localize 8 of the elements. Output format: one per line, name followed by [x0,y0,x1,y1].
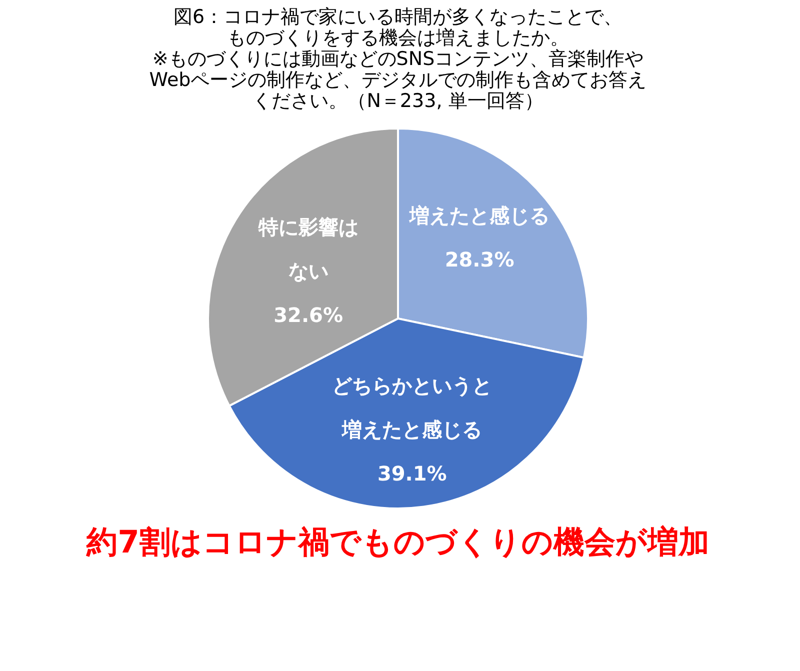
text: 約7割はコロナ禍でものづくりの機会が増加 [86,524,710,560]
data-label: 32.6% [274,302,343,327]
slice-label: 増えたと感じる [408,203,550,228]
data-label: 28.3% [444,247,514,272]
slice-label: どちらかというと増えたと感じる [332,374,492,442]
slice-label: 特に影響はない [257,214,358,283]
data-label: 39.1% [377,462,447,486]
chart-title: 図6：コロナ禍で家にいる時間が多くなったことで、ものづくりをする機会は増えましたか。※ものづくりには動画などのSNSコンテンツ、音楽制作やWebページの制作など、デジタルでの制作も含めてお答えください。（N＝233, 単一回答） [149,6,647,112]
